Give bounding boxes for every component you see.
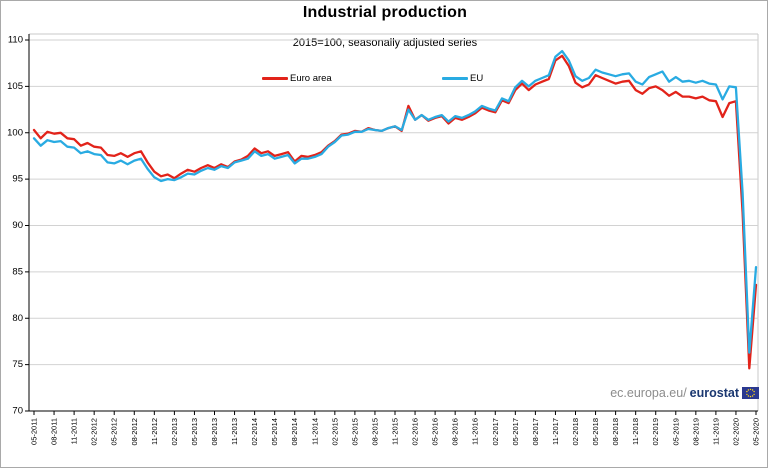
x-tick-label: 02-2016 <box>411 418 420 446</box>
x-tick-label: 05-2020 <box>752 418 761 446</box>
legend-label: EU <box>470 72 484 84</box>
page-title: Industrial production <box>302 4 468 21</box>
x-tick-label: 08-2018 <box>611 418 620 446</box>
x-tick-label: 11-2015 <box>391 418 400 445</box>
x-tick-label: 11-2018 <box>631 418 640 445</box>
y-tick-label: 110 <box>8 35 23 46</box>
x-tick-label: 02-2018 <box>571 418 580 446</box>
x-tick-label: 08-2013 <box>210 418 219 446</box>
x-tick-label: 11-2017 <box>551 418 560 445</box>
y-tick-label: 75 <box>12 359 23 370</box>
eu-line-swatch <box>442 76 468 80</box>
x-tick-label: 08-2011 <box>50 418 59 445</box>
x-tick-label: 02-2013 <box>170 418 179 446</box>
x-tick-label: 02-2020 <box>731 418 740 446</box>
series-line-eu <box>32 49 758 354</box>
y-tick-label: 90 <box>12 220 23 231</box>
x-tick-label: 08-2012 <box>130 418 139 446</box>
x-tick-label: 08-2016 <box>451 418 460 446</box>
euro-area-line-swatch <box>262 76 288 80</box>
y-tick-label: 80 <box>12 313 23 324</box>
legend-item-eu: EU <box>442 72 483 84</box>
x-tick-label: 08-2014 <box>290 418 299 446</box>
x-tick-label: 02-2017 <box>491 418 500 446</box>
eu-flag-icon <box>742 387 759 399</box>
x-tick-label: 02-2015 <box>330 418 339 446</box>
watermark-url-prefix: ec.europa.eu/ <box>610 386 687 400</box>
x-tick-label: 05-2018 <box>591 418 600 446</box>
x-tick-label: 11-2013 <box>230 418 239 445</box>
x-tick-label: 05-2016 <box>431 418 440 446</box>
legend-item-euro-area: Euro area <box>262 72 332 84</box>
x-tick-label: 08-2019 <box>691 418 700 446</box>
y-tick-label: 85 <box>12 266 23 277</box>
x-tick-label: 11-2016 <box>471 418 480 445</box>
x-tick-label: 11-2014 <box>310 418 319 445</box>
y-tick-label: 105 <box>7 81 23 92</box>
x-tick-label: 05-2012 <box>110 418 119 446</box>
x-tick-label: 05-2013 <box>190 418 199 446</box>
x-tick-label: 05-2017 <box>511 418 520 446</box>
x-tick-label: 02-2019 <box>651 418 660 446</box>
x-tick-label: 05-2011 <box>30 418 39 445</box>
x-tick-label: 11-2011 <box>70 418 79 444</box>
x-tick-label: 05-2014 <box>270 418 279 446</box>
y-tick-label: 95 <box>12 174 23 185</box>
x-tick-label: 08-2015 <box>370 418 379 446</box>
x-tick-label: 05-2019 <box>671 418 680 446</box>
y-tick-label: 100 <box>7 127 23 138</box>
series-line-euro-area <box>32 54 758 370</box>
x-tick-label: 11-2019 <box>711 418 720 445</box>
watermark-brand: eurostat <box>689 386 739 400</box>
x-tick-label: 08-2017 <box>531 418 540 446</box>
y-tick-label: 70 <box>12 406 23 417</box>
legend-label: Euro area <box>290 72 332 84</box>
x-tick-label: 05-2015 <box>350 418 359 446</box>
x-tick-label: 11-2012 <box>150 418 159 445</box>
eurostat-watermark: ec.europa.eu/eurostat <box>1 386 759 400</box>
x-tick-label: 02-2012 <box>90 418 99 446</box>
x-tick-label: 02-2014 <box>250 418 259 446</box>
